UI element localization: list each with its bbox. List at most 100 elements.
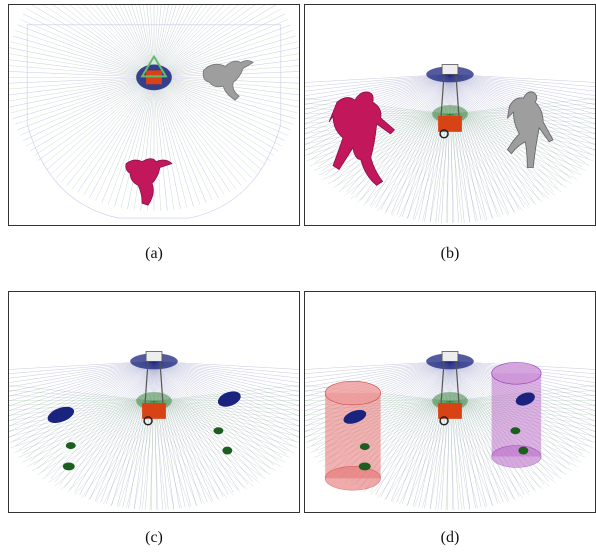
scan-ray (14, 400, 155, 453)
scan-ray (145, 361, 155, 510)
scan-ray (449, 361, 520, 497)
scan-ray (9, 390, 155, 402)
scan-ray (26, 8, 155, 78)
scan-ray (9, 77, 155, 84)
scan-ray (153, 5, 185, 78)
scan-ray (76, 5, 155, 78)
scan-ray (449, 74, 493, 219)
scan-ray (449, 74, 595, 83)
scan-ray (107, 77, 155, 205)
scan-ray (60, 400, 155, 490)
scan-ray (12, 35, 155, 78)
scan-ray (9, 361, 155, 383)
scan-ray (449, 74, 465, 223)
scan-ray (9, 361, 155, 392)
panel-c-graphic (9, 351, 299, 511)
scan-ray (153, 77, 262, 170)
scan-ray (153, 77, 175, 210)
scan-ray (153, 5, 232, 78)
pink-human (125, 158, 173, 206)
scan-ray (153, 361, 253, 482)
scan-ray (9, 47, 155, 78)
scan-ray (153, 361, 219, 499)
scan-ray (305, 74, 451, 83)
scan-ray (153, 77, 275, 157)
scan-ray (153, 77, 231, 193)
scan-ray (153, 361, 186, 508)
scan-ray (449, 400, 523, 499)
scan-ray (153, 77, 207, 203)
scan-ray (114, 77, 155, 207)
scan-ray (9, 400, 155, 411)
scan-ray (9, 385, 155, 402)
scan-ray (449, 361, 493, 506)
scan-ray (153, 361, 163, 510)
scan-ray (51, 77, 155, 175)
scan-ray (9, 400, 155, 437)
scan-ray (26, 77, 155, 147)
scan-ray (153, 400, 167, 510)
scan-ray (119, 5, 155, 78)
scan-ray (153, 361, 239, 491)
scan-ray (449, 74, 567, 182)
scan-ray (153, 77, 282, 147)
scan-ray (64, 361, 155, 488)
scan-ray (61, 5, 155, 78)
scan-ray (370, 74, 451, 206)
scan-ray (449, 114, 455, 223)
scan-ray (139, 361, 155, 510)
scan-ray (153, 5, 158, 78)
scan-ray (449, 113, 544, 203)
scan-ray (153, 5, 213, 78)
scan-ray (449, 361, 459, 510)
scan-ray (9, 361, 155, 427)
scan-ray (449, 361, 471, 509)
scan-ray (446, 74, 451, 224)
scan-ray (370, 361, 451, 493)
scan-ray (449, 400, 530, 496)
scan-ray (323, 113, 451, 180)
scan-ray (22, 361, 155, 455)
scan-ray (9, 361, 155, 406)
scan-ray (346, 74, 451, 192)
scan-ray (46, 361, 155, 476)
scan-ray (449, 74, 454, 224)
scan-ray (153, 400, 299, 443)
scan-ray (17, 24, 155, 78)
caption-a: (a) (145, 245, 163, 262)
scan-ray (55, 361, 155, 482)
scan-ray (328, 113, 451, 184)
scan-ray (18, 361, 155, 451)
scan-ray (445, 401, 451, 510)
scan-ray (153, 361, 197, 506)
scan-ray (153, 5, 256, 78)
scan-ray (117, 361, 155, 507)
scan-ray (149, 401, 155, 510)
scan-ray (153, 5, 166, 78)
scan-ray (41, 361, 155, 473)
scan-ray (27, 400, 155, 467)
scan-ray (449, 74, 482, 221)
scan-ray (9, 77, 155, 102)
scan-ray (449, 400, 463, 510)
scan-ray (9, 361, 155, 411)
scan-ray (449, 361, 465, 510)
scan-ray (333, 113, 451, 189)
scan-ray (23, 13, 155, 78)
scan-ray (153, 19, 288, 78)
scan-ray (127, 77, 155, 210)
scan-ray (153, 77, 252, 179)
scan-ray (79, 361, 155, 495)
scan-ray (153, 5, 225, 78)
scan-ray (105, 5, 155, 78)
scan-ray (449, 74, 595, 92)
green-detection (213, 427, 224, 435)
scan-ray (153, 47, 299, 78)
robot (438, 351, 462, 426)
scan-ray (9, 53, 155, 78)
scan-ray (380, 361, 451, 497)
scan-ray (305, 74, 451, 105)
scan-ray (375, 74, 451, 208)
scan-ray (435, 361, 451, 510)
scan-ray (449, 361, 482, 508)
